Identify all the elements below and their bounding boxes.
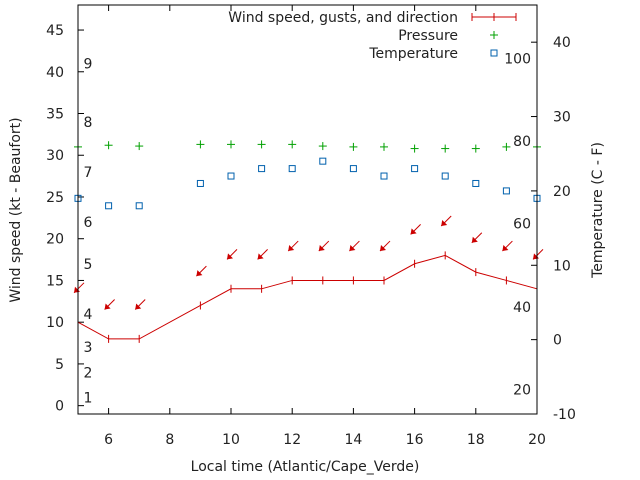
- axes-layer: 6 8 10 12 14 16 18 20051015202530354045-1001020…: [46, 5, 576, 448]
- legend: Wind speed, gusts, and direction Pressur…: [228, 10, 517, 62]
- wind-direction-arrow: [471, 232, 483, 244]
- legend-label-wind: Wind speed, gusts, and direction: [228, 10, 458, 26]
- y2-tick-label: 20: [553, 184, 571, 200]
- pressure-point: [288, 140, 297, 149]
- y2-tick-label: 30: [553, 110, 571, 126]
- pressure-point: [502, 142, 511, 151]
- y-tick-label: 30: [46, 148, 64, 164]
- y2-axis-label: Temperature (C - F): [590, 142, 606, 279]
- beaufort-label: 5: [84, 257, 93, 273]
- data-layer: [73, 140, 544, 343]
- y-tick-label: 20: [46, 232, 64, 248]
- wind-direction-arrow: [349, 240, 360, 252]
- legend-swatch-pressure: [490, 31, 498, 39]
- temperature-point: [227, 172, 235, 180]
- beaufort-label: 9: [84, 56, 93, 72]
- wind-direction-arrow: [104, 299, 115, 310]
- fahrenheit-label: 100: [504, 52, 531, 68]
- pressure-point: [257, 140, 266, 149]
- y2-tick-label: 10: [553, 258, 571, 274]
- wind-direction-arrow: [257, 249, 268, 260]
- fahrenheit-label: 80: [513, 134, 531, 150]
- pressure-point: [196, 140, 205, 149]
- x-axis-label: Local time (Atlantic/Cape_Verde): [191, 459, 420, 475]
- pressure-point: [227, 140, 235, 149]
- wind-direction-arrow: [410, 224, 421, 235]
- temperature-point: [411, 165, 419, 173]
- beaufort-label: 1: [84, 390, 93, 406]
- x-tick-label: 18: [467, 432, 485, 448]
- wind-direction-arrow: [318, 240, 330, 252]
- plot-frame: [77, 4, 538, 415]
- x-tick-label: 8: [165, 432, 174, 448]
- x-tick-label: 12: [283, 432, 301, 448]
- pressure-point: [318, 142, 327, 151]
- temperature-point: [288, 165, 296, 173]
- wind-direction-arrow: [287, 240, 299, 252]
- y-tick-label: 0: [55, 399, 64, 415]
- beaufort-label: 6: [84, 215, 93, 231]
- wind-speed-line: [77, 254, 538, 340]
- legend-swatch-temperature: [490, 49, 498, 57]
- pressure-point: [135, 142, 144, 151]
- beaufort-label: 3: [84, 340, 93, 356]
- wind-direction-arrow: [532, 249, 544, 260]
- x-tick-label: 16: [406, 432, 424, 448]
- y-tick-label: 45: [46, 23, 64, 39]
- x-tick-label: 6: [104, 432, 113, 448]
- y2-tick-label: 0: [553, 333, 562, 349]
- x-tick-label: 20: [528, 432, 546, 448]
- y-tick-label: 35: [46, 107, 64, 123]
- x-tick-label: 14: [344, 432, 362, 448]
- wind-direction-arrow: [134, 299, 146, 310]
- wind-direction-arrow: [196, 265, 207, 277]
- y2-tick-label: -10: [553, 407, 576, 423]
- temperature-point: [349, 165, 357, 173]
- y2-tick-label: 40: [553, 35, 571, 51]
- beaufort-label: 2: [84, 365, 93, 381]
- fahrenheit-label: 20: [513, 382, 531, 398]
- pressure-point: [410, 144, 419, 153]
- y-tick-label: 5: [55, 357, 64, 373]
- wind-direction-arrow: [379, 240, 391, 252]
- wind-direction-arrow: [226, 249, 238, 260]
- pressure-point: [349, 142, 358, 151]
- temperature-point: [380, 172, 388, 180]
- legend-label-pressure: Pressure: [398, 28, 458, 44]
- y-axis-label: Wind speed (kt - Beaufort): [8, 117, 24, 302]
- pressure-point: [380, 142, 388, 151]
- temperature-point: [196, 179, 204, 187]
- fahrenheit-label: 40: [513, 300, 531, 316]
- temperature-point: [105, 202, 113, 210]
- wind-direction-arrow: [440, 215, 452, 227]
- pressure-point: [441, 144, 450, 153]
- temperature-point: [319, 157, 327, 165]
- temperature-point: [441, 172, 449, 180]
- fahrenheit-label: 60: [513, 217, 531, 233]
- beaufort-label: 4: [84, 307, 93, 323]
- beaufort-label: 8: [84, 115, 93, 131]
- y-tick-label: 40: [46, 65, 64, 81]
- temperature-point: [258, 165, 266, 173]
- temperature-point: [502, 187, 510, 195]
- temperature-point: [472, 179, 480, 187]
- y-tick-label: 15: [46, 273, 64, 289]
- x-tick-label: 10: [222, 432, 240, 448]
- wind-direction-arrow: [502, 240, 513, 252]
- legend-label-temperature: Temperature: [368, 46, 458, 62]
- temperature-point: [135, 202, 143, 210]
- y-tick-label: 10: [46, 315, 64, 331]
- wind-direction-arrow: [73, 282, 85, 294]
- beaufort-label: 7: [84, 165, 93, 181]
- pressure-point: [471, 144, 480, 153]
- pressure-point: [104, 141, 113, 150]
- y-tick-label: 25: [46, 190, 64, 206]
- legend-swatch-wind: [471, 13, 517, 21]
